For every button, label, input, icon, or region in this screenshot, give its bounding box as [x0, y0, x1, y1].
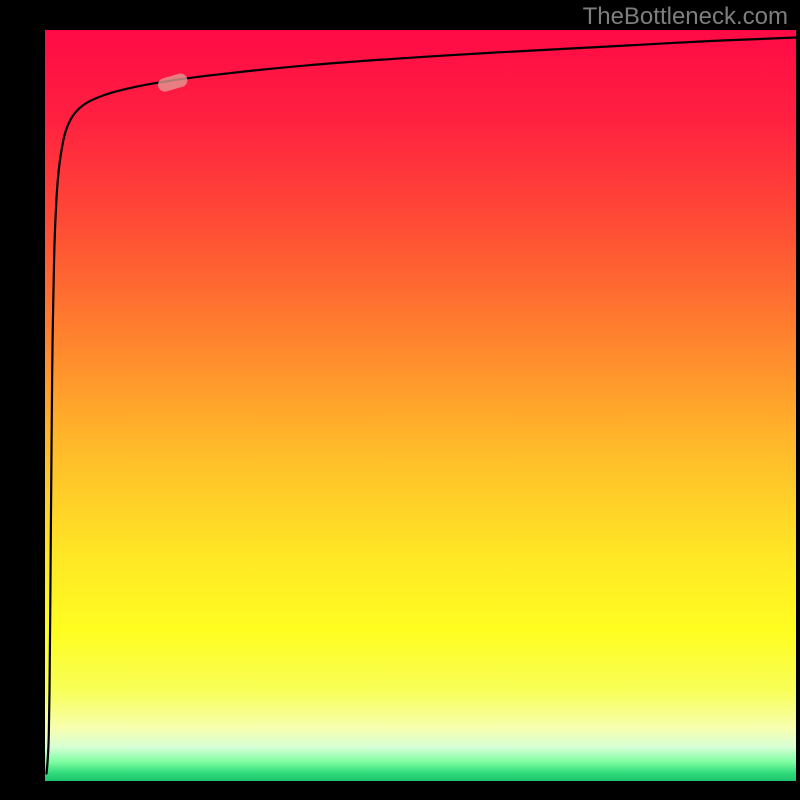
watermark-label: TheBottleneck.com [583, 3, 788, 31]
chart-background [45, 30, 796, 781]
chart-svg [45, 30, 796, 781]
chart-panel [45, 30, 796, 781]
root-frame: TheBottleneck.com [0, 0, 800, 800]
